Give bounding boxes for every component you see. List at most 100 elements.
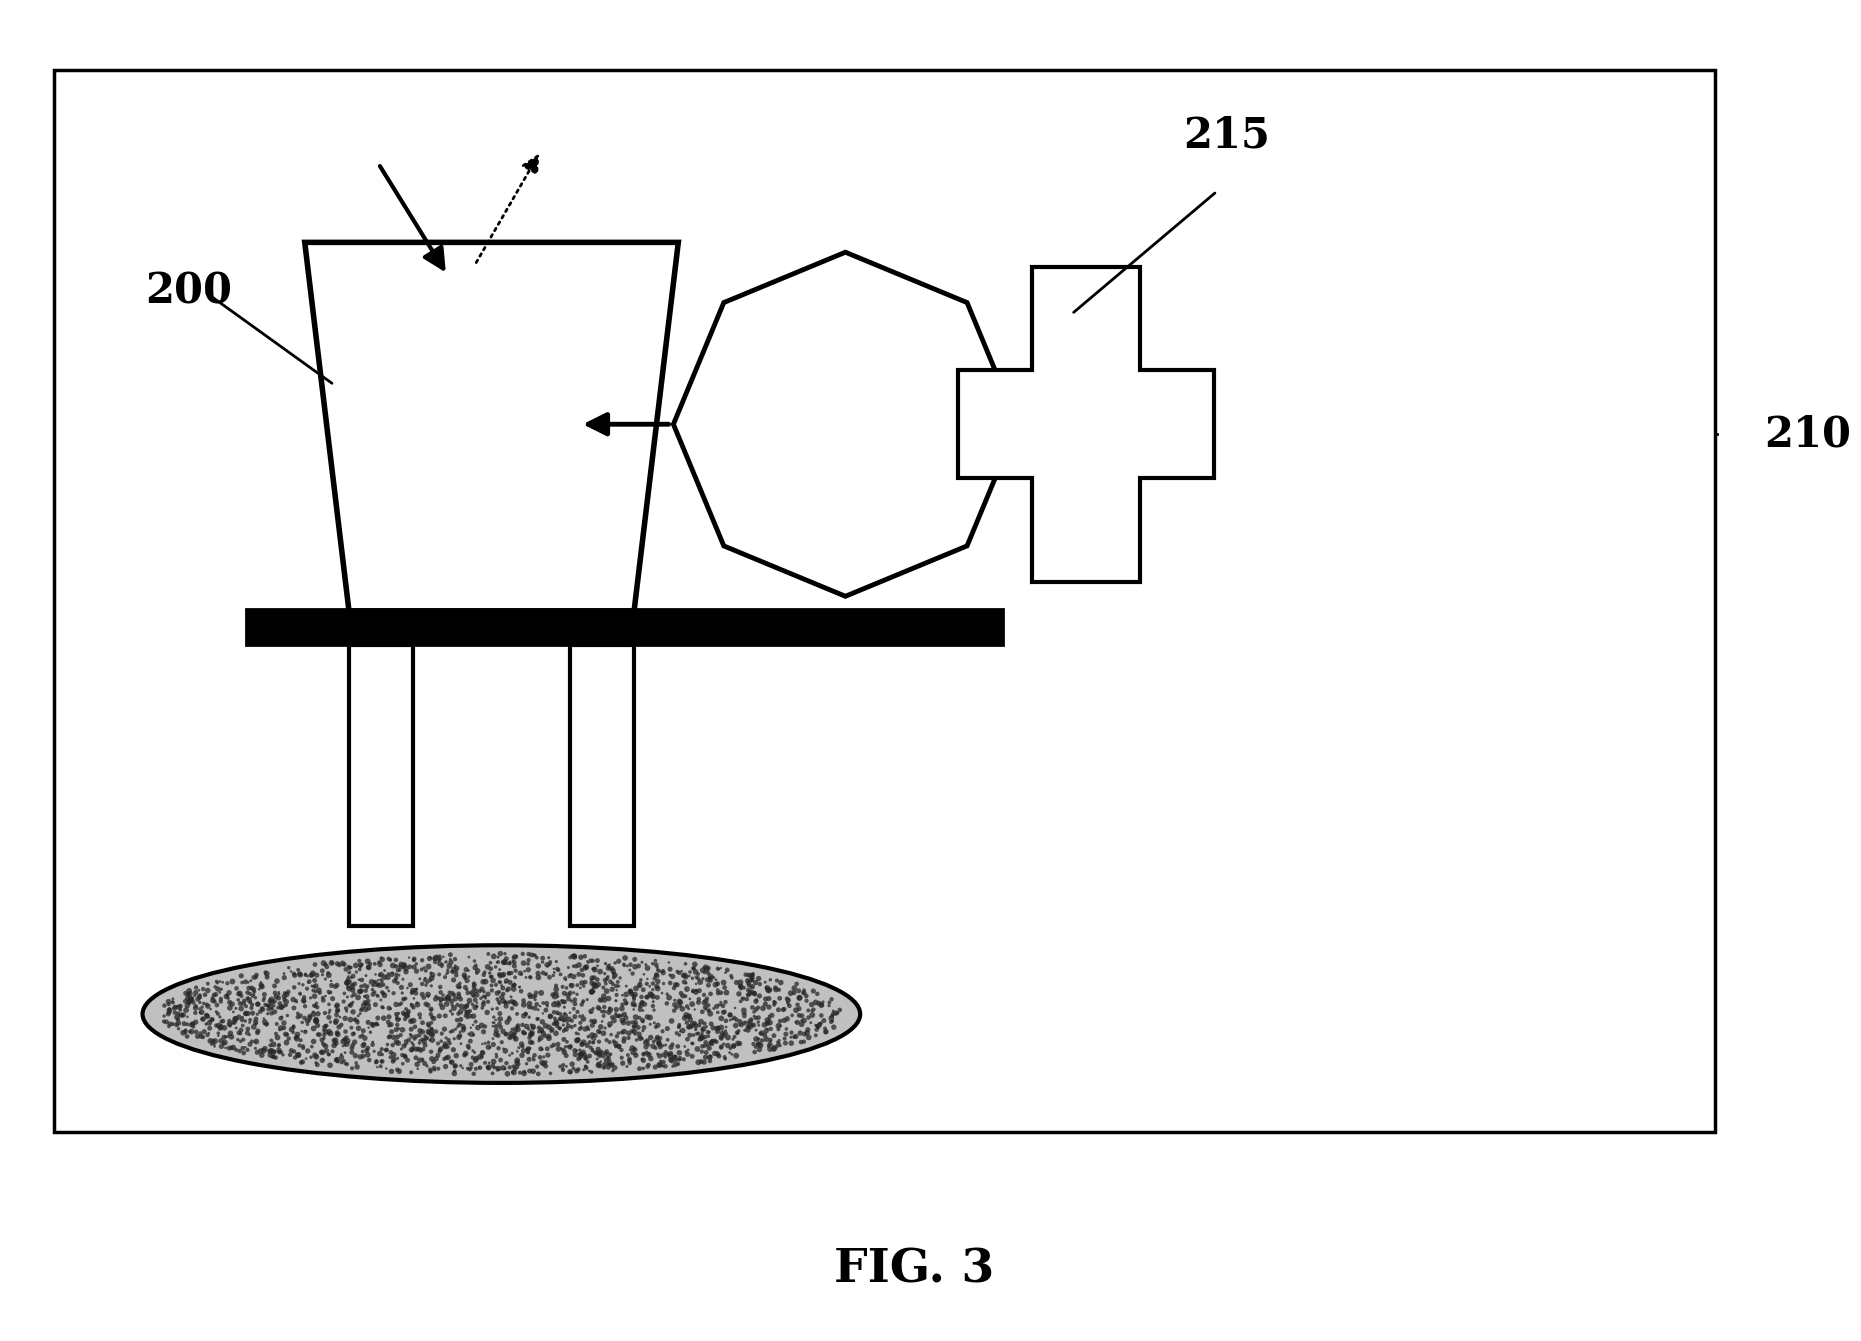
Point bbox=[581, 975, 610, 996]
Point bbox=[718, 1029, 748, 1050]
Point bbox=[283, 1029, 313, 1050]
Point bbox=[681, 980, 711, 1002]
Point bbox=[620, 956, 649, 978]
Point bbox=[283, 1003, 313, 1025]
Point bbox=[549, 1039, 579, 1061]
Point bbox=[618, 987, 648, 1008]
Point bbox=[197, 1034, 227, 1055]
Point bbox=[266, 996, 296, 1018]
Point bbox=[220, 1012, 249, 1034]
Point bbox=[435, 1021, 465, 1042]
Point bbox=[406, 1039, 435, 1061]
Point bbox=[752, 978, 782, 999]
Point bbox=[620, 999, 649, 1021]
Point bbox=[508, 1022, 538, 1043]
Point bbox=[553, 1015, 582, 1037]
Point bbox=[398, 987, 428, 1008]
Point bbox=[411, 994, 441, 1015]
Point bbox=[534, 1027, 564, 1049]
Point bbox=[320, 976, 350, 998]
Point bbox=[566, 947, 596, 968]
Point bbox=[460, 957, 489, 979]
Point bbox=[638, 1031, 668, 1053]
Point bbox=[741, 1042, 770, 1063]
Point bbox=[296, 1006, 326, 1027]
Point bbox=[437, 1051, 467, 1073]
Point bbox=[499, 947, 529, 968]
Point bbox=[638, 999, 668, 1021]
Point bbox=[739, 963, 769, 984]
Point bbox=[326, 1014, 355, 1035]
Point bbox=[568, 1045, 597, 1066]
Point bbox=[569, 1018, 599, 1039]
Point bbox=[300, 970, 329, 991]
Point bbox=[676, 1016, 705, 1038]
Point bbox=[339, 1023, 368, 1045]
Point bbox=[532, 953, 562, 975]
Point bbox=[597, 1007, 627, 1029]
Point bbox=[462, 980, 491, 1002]
Point bbox=[514, 1042, 543, 1063]
Point bbox=[707, 995, 737, 1016]
Point bbox=[672, 1004, 702, 1026]
Point bbox=[244, 994, 274, 1015]
Point bbox=[566, 1043, 596, 1065]
Point bbox=[417, 1003, 447, 1025]
Point bbox=[696, 966, 726, 987]
Point bbox=[532, 995, 562, 1016]
Point bbox=[177, 988, 207, 1010]
Point bbox=[368, 974, 398, 995]
Point bbox=[357, 1014, 387, 1035]
Point bbox=[756, 970, 785, 991]
Point bbox=[158, 992, 188, 1014]
Point bbox=[261, 975, 290, 996]
Point bbox=[743, 1011, 772, 1033]
Point bbox=[296, 1046, 326, 1067]
Point bbox=[391, 998, 421, 1019]
Point bbox=[277, 1019, 307, 1041]
Point bbox=[307, 1033, 337, 1054]
Point bbox=[618, 1042, 648, 1063]
Point bbox=[424, 1041, 454, 1062]
Point bbox=[594, 1045, 623, 1066]
Point bbox=[424, 945, 454, 967]
Point bbox=[301, 996, 331, 1018]
Point bbox=[262, 996, 292, 1018]
Point bbox=[184, 984, 214, 1006]
Point bbox=[335, 961, 365, 983]
Point bbox=[309, 990, 339, 1011]
Point bbox=[181, 998, 210, 1019]
Point bbox=[329, 953, 359, 975]
Point bbox=[274, 982, 303, 1003]
Point bbox=[370, 1039, 400, 1061]
Point bbox=[380, 971, 409, 992]
Point bbox=[536, 1021, 566, 1042]
Point bbox=[171, 1019, 201, 1041]
Point bbox=[566, 1006, 596, 1027]
Point bbox=[181, 984, 210, 1006]
Point bbox=[629, 979, 659, 1000]
Point bbox=[545, 1055, 575, 1077]
Point bbox=[439, 1029, 469, 1050]
Point bbox=[307, 1050, 337, 1071]
Point bbox=[184, 986, 214, 1007]
Point bbox=[659, 978, 689, 999]
Point bbox=[402, 992, 432, 1014]
Point bbox=[579, 957, 609, 979]
Point bbox=[437, 991, 467, 1012]
Point bbox=[687, 1000, 716, 1022]
Point bbox=[462, 1047, 491, 1069]
Point bbox=[642, 964, 672, 986]
Point bbox=[560, 945, 590, 967]
Point bbox=[711, 1049, 741, 1070]
Point bbox=[190, 1021, 220, 1042]
Point bbox=[463, 1057, 493, 1078]
Point bbox=[525, 1046, 555, 1067]
Point bbox=[404, 1025, 434, 1046]
Point bbox=[337, 974, 367, 995]
Point bbox=[166, 999, 195, 1021]
Point bbox=[558, 945, 588, 967]
Point bbox=[711, 982, 741, 1003]
Point bbox=[359, 971, 389, 992]
Point bbox=[527, 1027, 556, 1049]
